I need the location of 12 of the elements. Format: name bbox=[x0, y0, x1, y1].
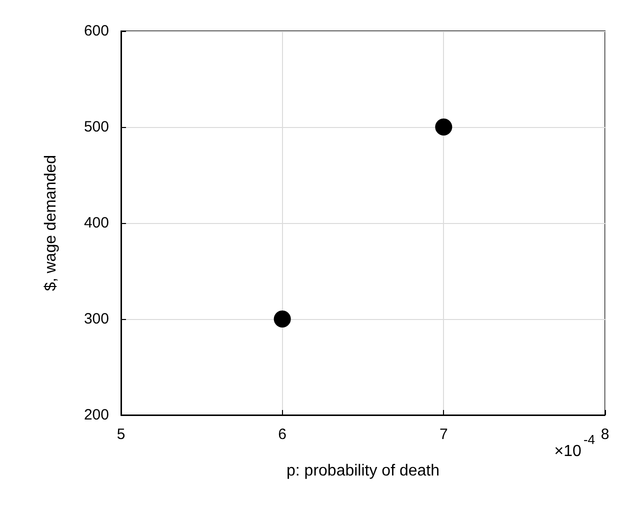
x-tick-label: 6 bbox=[278, 426, 287, 443]
y-tick-label: 300 bbox=[84, 310, 109, 328]
x-tick-label: 7 bbox=[439, 426, 448, 443]
text: ×10-4 bbox=[554, 432, 596, 460]
y-tick-label: 200 bbox=[84, 406, 109, 424]
y-tick-label: 400 bbox=[84, 214, 109, 232]
y-tick-label: 500 bbox=[84, 118, 109, 136]
x-tick-label: 8 bbox=[600, 426, 610, 443]
x-axis-title: p: probability of death bbox=[286, 462, 440, 480]
y-tick-label: 600 bbox=[84, 22, 109, 40]
x-tick-label: 5 bbox=[116, 426, 126, 443]
y-axis-title: $, wage demanded bbox=[42, 154, 60, 292]
